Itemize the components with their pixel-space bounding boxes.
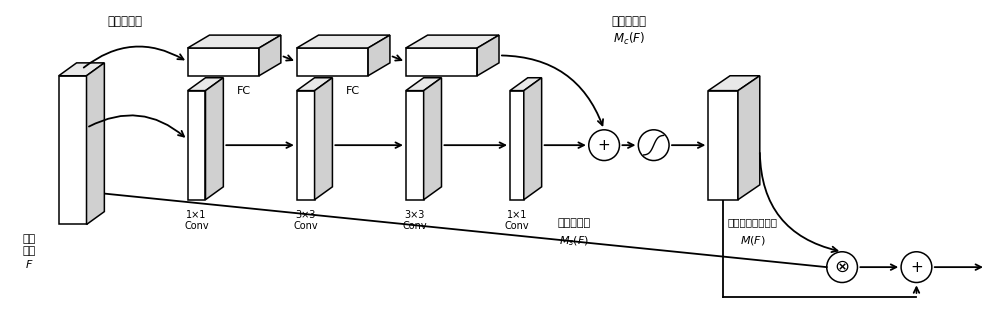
- Text: $M_c(F)$: $M_c(F)$: [613, 31, 645, 47]
- Polygon shape: [738, 76, 760, 200]
- Text: FC: FC: [346, 86, 360, 96]
- Text: 3×3
Conv: 3×3 Conv: [293, 210, 318, 231]
- Polygon shape: [708, 76, 760, 91]
- Polygon shape: [188, 91, 205, 200]
- Text: 通道注意力: 通道注意力: [611, 15, 646, 28]
- Text: 1×1
Conv: 1×1 Conv: [184, 210, 209, 231]
- Polygon shape: [297, 78, 332, 91]
- Text: ⊗: ⊗: [835, 258, 850, 276]
- Polygon shape: [368, 35, 390, 76]
- Polygon shape: [297, 48, 368, 76]
- Polygon shape: [188, 35, 281, 48]
- Polygon shape: [524, 78, 542, 200]
- Polygon shape: [708, 91, 738, 200]
- Polygon shape: [406, 78, 441, 91]
- Polygon shape: [297, 35, 390, 48]
- Text: 3×3
Conv: 3×3 Conv: [402, 210, 427, 231]
- Text: 空间注意力: 空间注意力: [558, 217, 591, 228]
- Polygon shape: [205, 78, 223, 200]
- Text: FC: FC: [237, 86, 251, 96]
- Polygon shape: [406, 35, 499, 48]
- Text: +: +: [598, 138, 610, 153]
- Text: $M_s(F)$: $M_s(F)$: [559, 234, 589, 248]
- Polygon shape: [188, 78, 223, 91]
- Polygon shape: [297, 91, 315, 200]
- Polygon shape: [424, 78, 441, 200]
- Polygon shape: [406, 48, 477, 76]
- Polygon shape: [259, 35, 281, 76]
- Polygon shape: [188, 48, 259, 76]
- Text: +: +: [910, 260, 923, 275]
- Text: 全局平均池: 全局平均池: [108, 15, 143, 28]
- Polygon shape: [59, 63, 104, 76]
- Polygon shape: [477, 35, 499, 76]
- Polygon shape: [59, 76, 87, 224]
- Polygon shape: [406, 91, 424, 200]
- Polygon shape: [87, 63, 104, 224]
- Text: 瓶颈注意融合模块: 瓶颈注意融合模块: [728, 217, 778, 228]
- Polygon shape: [510, 78, 542, 91]
- Polygon shape: [315, 78, 332, 200]
- Text: $M(F)$: $M(F)$: [740, 234, 766, 248]
- Polygon shape: [510, 91, 524, 200]
- Text: 输入
张量
$F$: 输入 张量 $F$: [22, 234, 36, 270]
- Text: 1×1
Conv: 1×1 Conv: [505, 210, 529, 231]
